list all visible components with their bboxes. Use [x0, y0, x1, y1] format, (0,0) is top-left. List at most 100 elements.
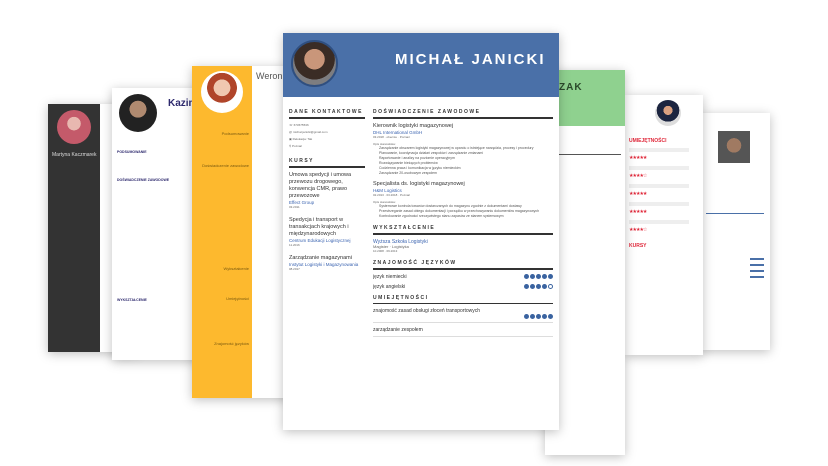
section-label: Podsumowanie	[221, 131, 249, 136]
section-heading: KURSY	[629, 243, 647, 249]
section-label: Umiejętności	[226, 296, 249, 301]
rating-dot	[530, 274, 535, 279]
star-rating: ★★★★☆	[629, 227, 647, 233]
skill-bars	[750, 258, 764, 278]
avatar	[119, 94, 157, 132]
star-rating: ★★★★★	[629, 191, 647, 197]
cv-name: MICHAŁ JANICKI	[395, 51, 546, 68]
job-bullet: Zarządzanie 20-osobowym zespołem	[379, 171, 437, 175]
email: michal.janicki@gmail.com	[292, 130, 328, 134]
section-label: Wykształcenie	[223, 266, 249, 271]
briefcase-icon: ▣ Relokacja: Tak	[289, 137, 313, 141]
job-bullet: Zarządzanie obszarem logistyki magazynow…	[379, 146, 534, 150]
star-rating: ★★★★★	[629, 155, 647, 161]
rating-dot	[548, 274, 553, 279]
language-item: język niemiecki	[373, 274, 553, 280]
cv-template-red[interactable]: UMIEJĘTNOŚCI ★★★★★ ★★★★☆ ★★★★★ ★★★★★ ★★★★☆ K…	[625, 95, 703, 355]
job-item: Kierownik logistyki magazynowej DHL Inter…	[373, 123, 553, 176]
city: Poznań	[292, 144, 303, 148]
right-column: DOŚWIADCZENIE ZAWODOWE Kierownik logisty…	[373, 109, 553, 341]
job-item: Specjalista ds. logistyki magazynowej H&M…	[373, 181, 553, 219]
language-name: język niemiecki	[373, 274, 407, 280]
course-org: Instytut Logistyki i Magazynowania	[289, 262, 359, 267]
rating-dots	[524, 314, 553, 319]
star-rating: ★★★★☆	[629, 173, 647, 179]
job-bullet: Codzienna praca i komunikacja w języku n…	[379, 166, 461, 170]
rating-dot	[530, 314, 535, 319]
section-heading: WYKSZTAŁCENIE	[373, 225, 436, 231]
star-rating: ★★★★★	[629, 209, 647, 215]
cv-template-kazim[interactable]: Kazim PODSUMOWANIE DOŚWIADCZENIE ZAWODOW…	[112, 88, 202, 360]
relocation: Relokacja: Tak	[292, 137, 313, 141]
rating-dots	[524, 284, 553, 289]
rating-dot	[536, 274, 541, 279]
cv-template-right[interactable]	[700, 113, 770, 350]
rating-dot	[542, 314, 547, 319]
skill-item: zarządzanie zespołem	[373, 327, 553, 337]
cv-name: Martyna Kaczmarek	[52, 152, 97, 158]
orange-sidebar: Podsumowanie Doświadczenie zawodowe Wyks…	[192, 66, 252, 398]
course-date: 11.2016	[289, 243, 300, 247]
section-heading: DOŚWIADCZENIE ZAWODOWE	[373, 109, 481, 115]
avatar	[655, 100, 681, 126]
rating-dot	[524, 274, 529, 279]
course-date: 08.2017	[289, 267, 300, 271]
cv-name: Weron	[256, 71, 283, 81]
section-heading: UMIEJĘTNOŚCI	[373, 295, 429, 301]
course-org: Effect Group	[289, 200, 315, 205]
section-heading: WYKSZTAŁCENIE	[117, 298, 147, 302]
rating-dot	[524, 314, 529, 319]
course-name: Umowa spedycji i umowa przewozu drogoweg…	[289, 172, 352, 199]
rating-dot	[542, 284, 547, 289]
photo	[718, 131, 750, 163]
section-heading: ZNAJOMOŚĆ JĘZYKÓW	[373, 260, 457, 266]
job-company: DHL International GmbH	[373, 130, 423, 135]
section-heading: UMIEJĘTNOŚCI	[629, 138, 667, 144]
job-place: Poznań	[400, 193, 411, 197]
job-dates: 02.2013 · 03.2018	[373, 193, 398, 197]
skill-name: zarządzanie zespołem	[373, 327, 423, 333]
phone-icon: ☏ 673675536	[289, 123, 309, 127]
left-column: DANE KONTAKTOWE ☏ 673675536 @ michal.jan…	[289, 109, 365, 271]
avatar	[291, 40, 338, 87]
cv-template-michal-janicki[interactable]: MICHAŁ JANICKI DANE KONTAKTOWE ☏ 6736755…	[283, 33, 559, 430]
cv-template-weronika[interactable]: Podsumowanie Doświadczenie zawodowe Wyks…	[192, 66, 292, 398]
rating-dot	[536, 314, 541, 319]
job-desc-label: Opis stanowiska:	[373, 142, 396, 146]
course-name: Zarządzanie magazynami	[289, 255, 352, 261]
section-label: Doświadczenie zawodowe	[202, 163, 249, 168]
section-heading: DOŚWIADCZENIE ZAWODOWE	[117, 178, 170, 182]
job-bullet: Systemowe kontrola towarów dostarczanych…	[379, 204, 522, 208]
avatar	[201, 71, 243, 113]
rating-dot	[536, 284, 541, 289]
skill-name: znajomość zasad obsługi złoceń transport…	[373, 308, 480, 314]
job-desc-label: Opis stanowiska:	[373, 200, 396, 204]
course-name: Spedycja i transport w transakcjach kraj…	[289, 217, 349, 237]
job-bullet: Przestrzeganie zasad obiegu dokumentacji…	[379, 209, 540, 213]
section-label: Znajomość języków	[214, 341, 249, 346]
job-bullet: Planowanie, koordynacja działań zespołów…	[379, 151, 484, 155]
degree: Magister · Logistyka	[373, 244, 409, 249]
course-org: Centrum Edukacji Logistycznej	[289, 238, 351, 243]
section-heading: DANE KONTAKTOWE	[289, 109, 363, 115]
cv-name: Kazim	[168, 98, 198, 109]
course-item: Spedycja i transport w transakcjach kraj…	[289, 217, 365, 247]
rating-dot	[524, 284, 529, 289]
rating-dot	[548, 284, 553, 289]
rating-dots	[524, 274, 553, 279]
section-heading: PODSUMOWANIE	[117, 150, 147, 154]
avatar	[57, 110, 91, 144]
dark-sidebar: Martyna Kaczmarek	[48, 104, 100, 352]
language-name: język angielski	[373, 284, 406, 290]
course-item: Umowa spedycji i umowa przewozu drogoweg…	[289, 172, 365, 209]
skill-item: znajomość zasad obsługi złoceń transport…	[373, 308, 553, 323]
cv-header: MICHAŁ JANICKI	[283, 33, 559, 97]
rating-dot	[530, 284, 535, 289]
school: Wyższa Szkoła Logistyki	[373, 239, 428, 245]
location-icon: ⚲ Poznań	[289, 144, 303, 148]
job-place: Poznań	[399, 135, 410, 139]
job-dates: 03.2018 · obecnie	[373, 135, 398, 139]
cv-name: ZAK	[559, 82, 583, 93]
job-title: Specjalista ds. logistyki magazynowej	[373, 181, 465, 187]
section-heading: KURSY	[289, 158, 315, 164]
